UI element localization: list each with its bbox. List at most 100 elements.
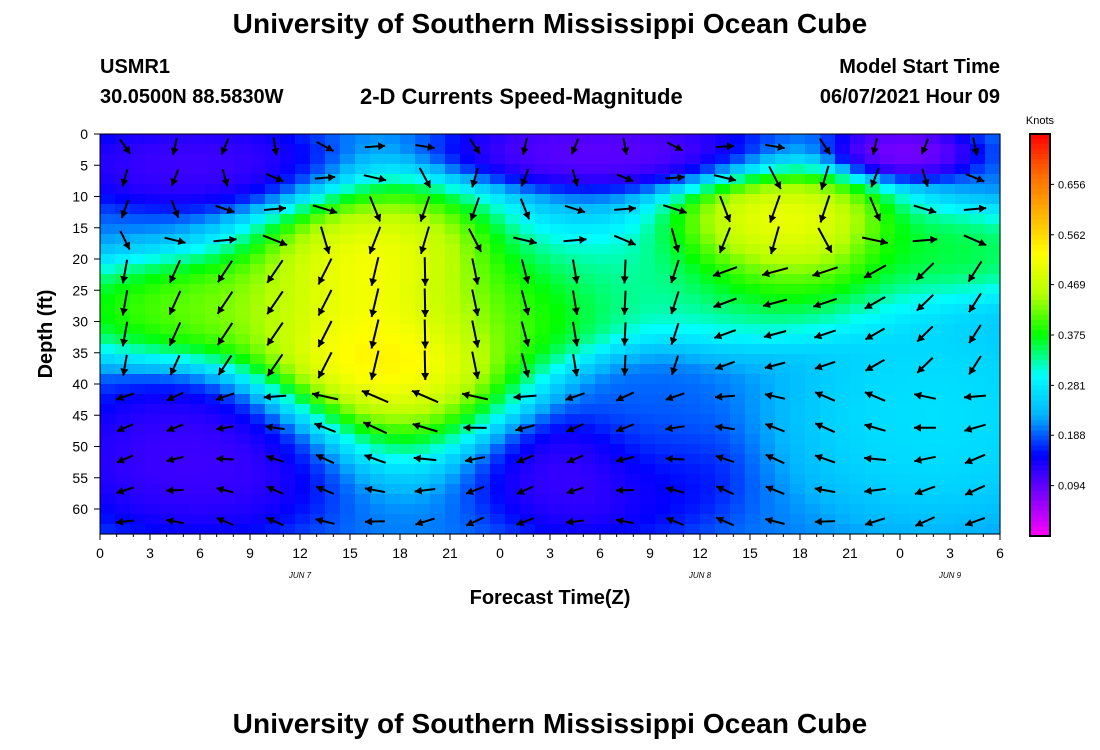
heatmap-cell: [190, 504, 206, 515]
heatmap-cell: [625, 224, 641, 235]
heatmap-cell: [580, 194, 596, 205]
current-vector: [571, 354, 580, 377]
current-vector: [263, 392, 287, 401]
heatmap-cell: [100, 434, 116, 445]
heatmap-cell: [130, 254, 146, 265]
heatmap-cell: [640, 244, 656, 255]
heatmap-cell: [310, 214, 326, 225]
heatmap-cell: [250, 314, 266, 325]
heatmap-cell: [805, 444, 821, 455]
heatmap-cell: [805, 304, 821, 315]
heatmap-cell: [910, 494, 926, 505]
heatmap-cell: [775, 194, 791, 205]
heatmap-cell: [640, 404, 656, 415]
heatmap-cell: [820, 234, 836, 245]
heatmap-cell: [850, 184, 866, 195]
heatmap-cell: [880, 494, 896, 505]
heatmap-cell: [550, 374, 566, 385]
heatmap-cell: [760, 394, 776, 405]
current-vector: [266, 290, 284, 315]
heatmap-cell: [370, 504, 386, 515]
heatmap-cell: [280, 344, 296, 355]
heatmap-cell: [550, 324, 566, 335]
current-vector: [413, 454, 437, 463]
heatmap-cell: [610, 144, 626, 155]
heatmap-cell: [760, 324, 776, 335]
heatmap-cell: [115, 214, 131, 225]
heatmap-cell: [460, 464, 476, 475]
heatmap-cell: [535, 424, 551, 435]
heatmap-cell: [895, 134, 911, 145]
heatmap-cell: [805, 264, 821, 275]
heatmap-cell: [775, 214, 791, 225]
heatmap-cell: [460, 384, 476, 395]
heatmap-cell: [520, 244, 536, 255]
heatmap-cell: [610, 264, 626, 275]
heatmap-cell: [325, 474, 341, 485]
heatmap-cell: [220, 484, 236, 495]
current-vector: [515, 424, 535, 433]
current-vector: [513, 236, 537, 246]
heatmap-cell: [985, 394, 1001, 405]
heatmap-cell: [130, 454, 146, 465]
heatmap-cell: [295, 184, 311, 195]
heatmap-cell: [970, 444, 986, 455]
heatmap-cell: [340, 234, 356, 245]
heatmap-cell: [130, 214, 146, 225]
heatmap-cell: [910, 364, 926, 375]
heatmap-cell: [370, 394, 386, 405]
heatmap-cell: [145, 344, 161, 355]
heatmap-cell: [625, 444, 641, 455]
heatmap-cell: [340, 144, 356, 155]
heatmap-cell: [310, 184, 326, 195]
heatmap-cell: [835, 514, 851, 525]
colorbar-segment: [1030, 355, 1050, 361]
heatmap-cell: [265, 154, 281, 165]
current-vector: [320, 226, 331, 255]
heatmap-cell: [625, 144, 641, 155]
heatmap-cell: [400, 154, 416, 165]
heatmap-cell: [925, 214, 941, 225]
heatmap-cell: [910, 414, 926, 425]
heatmap-cell: [175, 444, 191, 455]
heatmap-cell: [640, 414, 656, 425]
heatmap-cell: [580, 324, 596, 335]
heatmap-cell: [790, 154, 806, 165]
heatmap-cell: [160, 524, 176, 535]
heatmap-cell: [700, 234, 716, 245]
heatmap-cell: [415, 194, 431, 205]
current-vector: [621, 137, 630, 156]
heatmap-cell: [940, 434, 956, 445]
heatmap-cell: [415, 134, 431, 145]
current-vector: [812, 266, 838, 278]
heatmap-cell: [535, 144, 551, 155]
current-vector: [315, 485, 335, 495]
colorbar-segment: [1030, 445, 1050, 452]
heatmap-cell: [460, 154, 476, 165]
heatmap-cell: [505, 164, 521, 175]
heatmap-cell: [205, 294, 221, 305]
heatmap-cell: [100, 354, 116, 365]
heatmap-cell: [760, 144, 776, 155]
heatmap-cell: [835, 464, 851, 475]
heatmap-cell: [640, 394, 656, 405]
heatmap-cell: [430, 474, 446, 485]
heatmap-cell: [700, 494, 716, 505]
current-vector: [519, 198, 531, 220]
heatmap-cell: [685, 134, 701, 145]
heatmap-cell: [700, 174, 716, 185]
current-vector: [714, 392, 736, 401]
heatmap-cell: [670, 404, 686, 415]
heatmap-cell: [640, 314, 656, 325]
heatmap-cell: [430, 384, 446, 395]
colorbar-segment: [1030, 269, 1050, 276]
heatmap-cell: [850, 324, 866, 335]
heatmap-cell: [160, 504, 176, 515]
heatmap-cell: [475, 164, 491, 175]
current-vector: [920, 138, 930, 155]
heatmap-cell: [385, 244, 401, 255]
heatmap-cell: [205, 264, 221, 275]
heatmap-cell: [835, 364, 851, 375]
heatmap-cell: [655, 354, 671, 365]
heatmap-cell: [490, 434, 506, 445]
